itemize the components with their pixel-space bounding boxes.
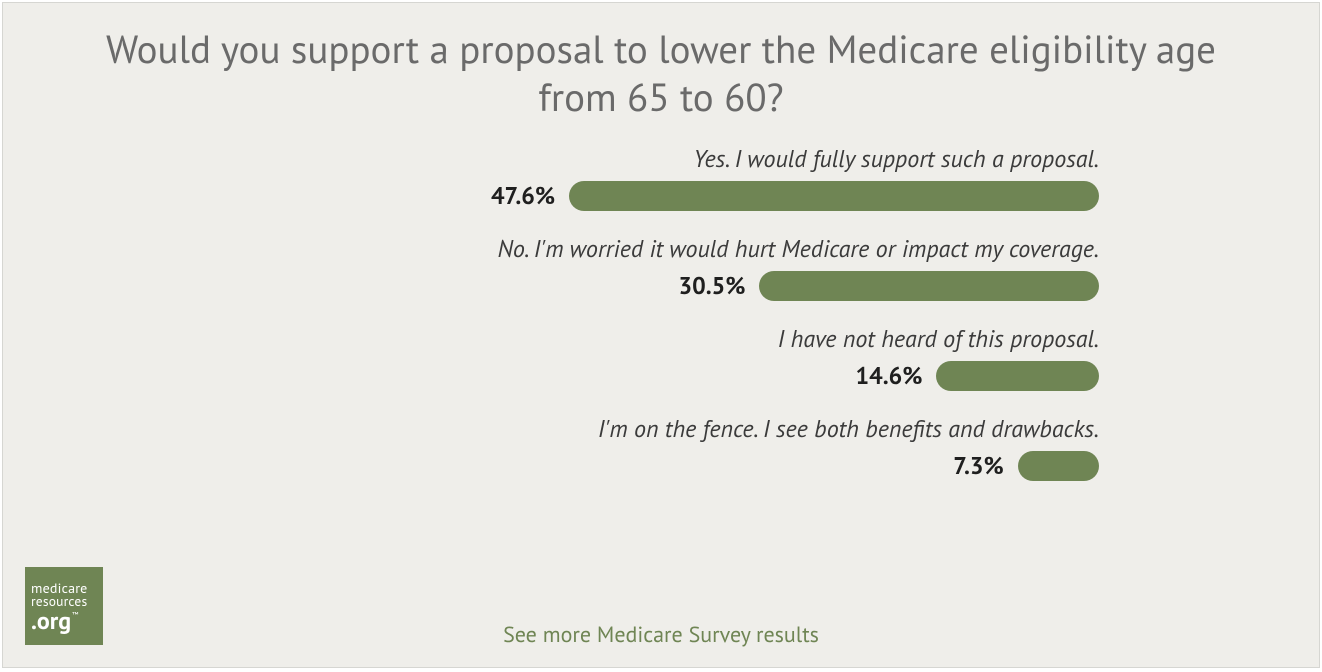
response-barline: 14.6%: [3, 360, 1099, 391]
response-row: No. I'm worried it would hurt Medicare o…: [3, 233, 1099, 301]
response-list: Yes. I would fully support such a propos…: [3, 143, 1319, 503]
logo-org-text: .org: [31, 605, 71, 636]
response-label: I'm on the fence. I see both benefits an…: [3, 413, 1099, 444]
response-label: No. I'm worried it would hurt Medicare o…: [3, 233, 1099, 264]
response-barline: 47.6%: [3, 180, 1099, 211]
footer: See more Medicare Survey results: [3, 621, 1319, 649]
response-percent: 14.6%: [856, 360, 923, 391]
response-label: I have not heard of this proposal.: [3, 323, 1099, 354]
response-percent: 30.5%: [679, 270, 746, 301]
response-percent: 7.3%: [953, 450, 1003, 481]
response-bar: [569, 181, 1099, 211]
response-row: I have not heard of this proposal. 14.6%: [3, 323, 1099, 391]
survey-question-title: Would you support a proposal to lower th…: [3, 3, 1319, 130]
logo-line-3: .org™: [31, 609, 97, 633]
response-percent: 47.6%: [491, 180, 555, 211]
response-barline: 30.5%: [3, 270, 1099, 301]
survey-card: Would you support a proposal to lower th…: [2, 2, 1320, 668]
response-row: Yes. I would fully support such a propos…: [3, 143, 1099, 211]
see-more-link[interactable]: See more Medicare Survey results: [503, 621, 819, 649]
logo-tm: ™: [72, 611, 78, 618]
response-bar: [936, 361, 1099, 391]
response-bar: [1018, 451, 1099, 481]
response-barline: 7.3%: [3, 450, 1099, 481]
brand-logo: medicare resources .org™: [25, 567, 103, 645]
response-row: I'm on the fence. I see both benefits an…: [3, 413, 1099, 481]
response-bar: [759, 271, 1099, 301]
response-label: Yes. I would fully support such a propos…: [3, 143, 1099, 174]
